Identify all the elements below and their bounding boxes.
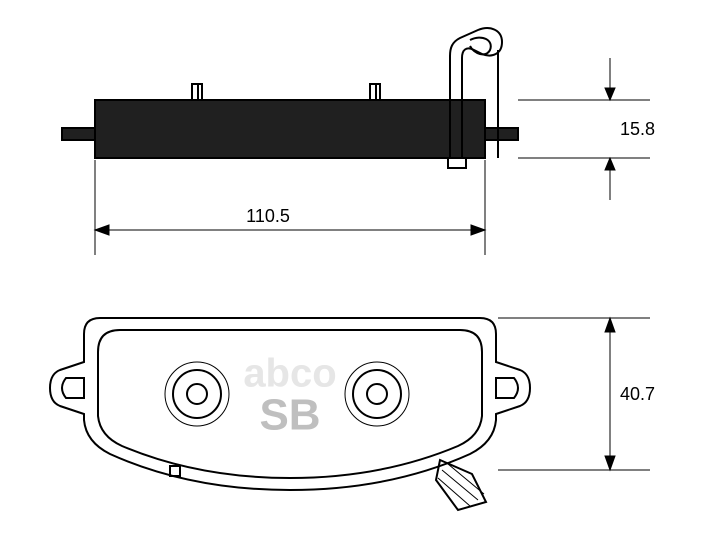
dim-width [95,160,485,255]
dim-thickness-value: 15.8 [620,119,655,139]
hole-left-split [165,362,229,426]
pins-top [192,84,380,100]
front-view: abco SB [50,318,530,510]
hole-right-split [345,362,409,426]
watermark-abco: abco [243,352,336,396]
ear-right-slot [496,378,518,398]
bottom-tab [448,158,466,168]
watermark-sb: SB [259,391,320,440]
dim-width-value: 110.5 [246,206,290,226]
ear-left-slot [62,378,84,398]
wear-indicator-tab [436,460,486,510]
hole-left [173,370,221,418]
dim-height-value: 40.7 [620,384,655,404]
inner-notch [170,466,180,476]
drawing: 15.8 110.5 abco SB [0,0,703,540]
hole-right [353,370,401,418]
flange-right [485,128,518,140]
pad-edge [95,100,485,158]
flange-left [62,128,95,140]
side-view [62,28,518,168]
